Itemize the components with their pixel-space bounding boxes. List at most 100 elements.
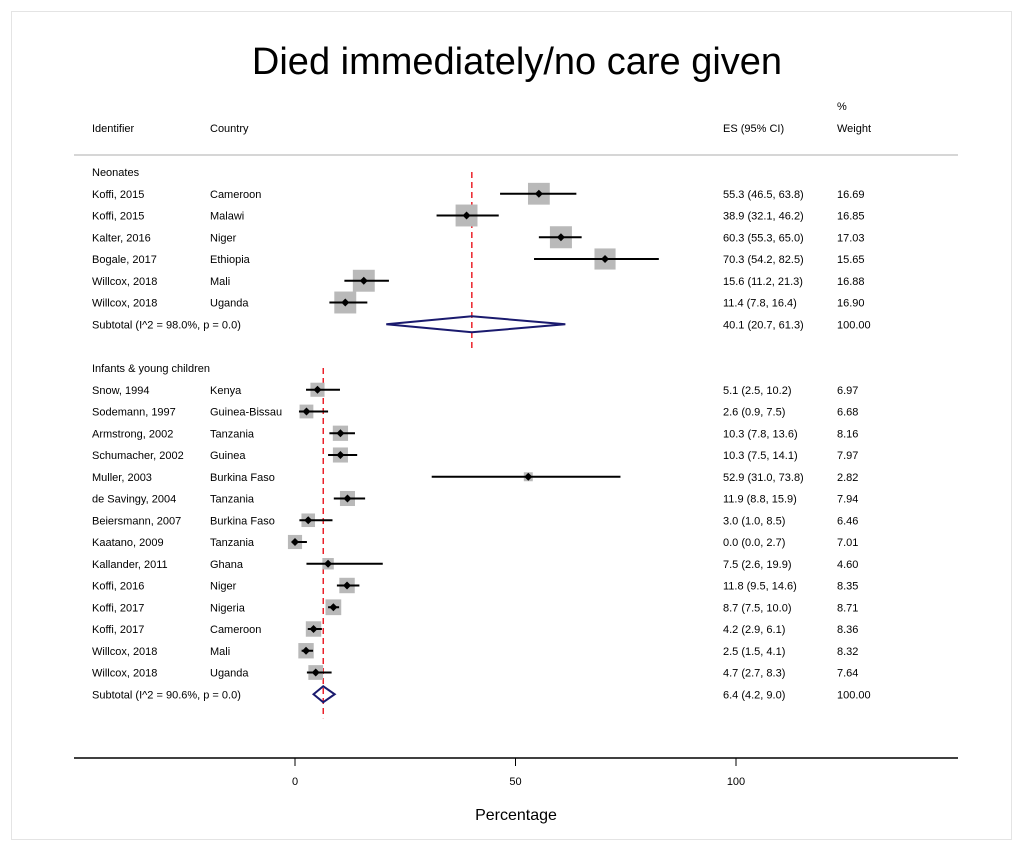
study-row: Kaatano, 2009 Tanzania 0.0 (0.0, 2.7) 7.01 [92, 534, 858, 550]
study-es-ci: 10.3 (7.8, 13.6) [723, 428, 798, 440]
group-label: Infants & young children [92, 363, 210, 375]
point-estimate [309, 625, 318, 633]
study-row: Schumacher, 2002 Guinea 10.3 (7.5, 14.1) 7.… [92, 447, 858, 463]
study-es-ci: 11.8 (9.5, 14.6) [723, 581, 797, 593]
study-country: Mali [210, 276, 230, 288]
point-estimate [359, 276, 368, 285]
study-country: Burkina Faso [210, 515, 275, 527]
study-row: Koffi, 2017 Nigeria 8.7 (7.5, 10.0) 8.71 [92, 599, 858, 616]
study-weight: 16.90 [837, 298, 865, 310]
study-es-ci: 2.5 (1.5, 4.1) [723, 646, 785, 658]
x-tick-label: 100 [727, 776, 745, 788]
study-weight: 6.68 [837, 407, 858, 419]
study-weight: 7.97 [837, 450, 858, 462]
study-row: Kalter, 2016 Niger 60.3 (55.3, 65.0) 17.03 [92, 226, 865, 249]
study-identifier: Willcox, 2018 [92, 276, 157, 288]
study-identifier: Kaatano, 2009 [92, 537, 164, 549]
point-estimate [302, 407, 311, 416]
study-country: Cameroon [210, 624, 261, 636]
pooled-estimate-lines [322, 172, 473, 719]
study-identifier: Koffi, 2017 [92, 602, 144, 614]
study-es-ci: 38.9 (32.1, 46.2) [723, 211, 804, 223]
study-rows: Neonates Koffi, 2015 Cameroon 55.3 (46.5, 6… [92, 167, 871, 704]
study-weight: 8.32 [837, 646, 858, 658]
study-identifier: Willcox, 2018 [92, 668, 157, 680]
point-estimate [304, 516, 313, 525]
study-es-ci: 2.6 (0.9, 7.5) [723, 407, 785, 419]
study-es-ci: 5.1 (2.5, 10.2) [723, 385, 792, 397]
study-country: Burkina Faso [210, 472, 275, 484]
study-es-ci: 70.3 (54.2, 82.5) [723, 254, 804, 266]
point-estimate [311, 668, 320, 677]
header-weight: Weight [837, 123, 871, 135]
study-identifier: Koffi, 2017 [92, 624, 144, 636]
point-estimate [341, 298, 350, 307]
study-country: Niger [210, 581, 237, 593]
study-es-ci: 60.3 (55.3, 65.0) [723, 232, 804, 244]
study-weight: 7.01 [837, 537, 858, 549]
point-estimate [329, 603, 338, 612]
point-estimate [601, 255, 610, 263]
study-identifier: Kallander, 2011 [92, 559, 168, 571]
study-row: Snow, 1994 Kenya 5.1 (2.5, 10.2) 6.97 [92, 382, 858, 397]
study-country: Uganda [210, 298, 249, 310]
study-identifier: Sodemann, 1997 [92, 407, 176, 419]
point-estimate [324, 559, 333, 568]
study-identifier: de Savingy, 2004 [92, 494, 176, 506]
study-country: Ethiopia [210, 254, 251, 266]
subtotal-row: Subtotal (I^2 = 98.0%, p = 0.0) 40.1 (20.… [92, 315, 871, 334]
study-row: Sodemann, 1997 Guinea-Bissau 2.6 (0.9, 7.5… [92, 404, 858, 419]
point-estimate [336, 429, 345, 438]
study-identifier: Muller, 2003 [92, 472, 152, 484]
study-country: Uganda [210, 668, 249, 680]
subtotal-row: Subtotal (I^2 = 90.6%, p = 0.0) 6.4 (4.2,… [92, 684, 871, 704]
study-row: Koffi, 2015 Malawi 38.9 (32.1, 46.2) 16.85 [92, 204, 865, 227]
study-country: Mali [210, 646, 230, 658]
study-weight: 16.85 [837, 211, 865, 223]
study-row: Armstrong, 2002 Tanzania 10.3 (7.8, 13.6) 8… [92, 425, 858, 441]
study-weight: 8.16 [837, 428, 858, 440]
study-weight: 7.94 [837, 494, 858, 506]
study-row: Koffi, 2015 Cameroon 55.3 (46.5, 63.8) 16.6… [92, 182, 865, 205]
x-axis-label: Percentage [475, 807, 557, 824]
study-identifier: Snow, 1994 [92, 385, 150, 397]
x-tick-label: 0 [292, 776, 298, 788]
study-identifier: Koffi, 2015 [92, 189, 144, 201]
point-estimate [336, 451, 345, 459]
study-es-ci: 0.0 (0.0, 2.7) [723, 537, 785, 549]
point-estimate [534, 189, 543, 198]
point-estimate [343, 581, 352, 590]
x-axis-ticks: 0 50 100 [292, 758, 745, 788]
point-estimate [302, 646, 311, 655]
point-estimate [556, 233, 565, 242]
study-identifier: Willcox, 2018 [92, 298, 157, 310]
study-row: Willcox, 2018 Uganda 11.4 (7.8, 16.4) 16.90 [92, 291, 865, 314]
study-row: Kallander, 2011 Ghana 7.5 (2.6, 19.9) 4.60 [92, 558, 858, 571]
study-country: Tanzania [210, 428, 255, 440]
study-es-ci: 7.5 (2.6, 19.9) [723, 559, 792, 571]
study-es-ci: 4.2 (2.9, 6.1) [723, 624, 785, 636]
header-identifier: Identifier [92, 123, 135, 135]
x-tick-label: 50 [509, 776, 521, 788]
study-row: Willcox, 2018 Uganda 4.7 (2.7, 8.3) 7.64 [92, 665, 858, 680]
group-label: Neonates [92, 167, 140, 179]
study-country: Malawi [210, 211, 244, 223]
subtotal-label: Subtotal (I^2 = 98.0%, p = 0.0) [92, 319, 241, 331]
study-row: Beiersmann, 2007 Burkina Faso 3.0 (1.0, 8.… [92, 513, 858, 527]
study-country: Ghana [210, 559, 244, 571]
pooled-diamond [386, 315, 566, 334]
study-weight: 6.97 [837, 385, 858, 397]
study-identifier: Schumacher, 2002 [92, 450, 184, 462]
point-estimate [291, 538, 299, 546]
study-identifier: Kalter, 2016 [92, 232, 151, 244]
study-row: Willcox, 2018 Mali 2.5 (1.5, 4.1) 8.32 [92, 643, 858, 659]
study-es-ci: 11.9 (8.8, 15.9) [723, 494, 797, 506]
study-row: Koffi, 2016 Niger 11.8 (9.5, 14.6) 8.35 [92, 577, 858, 594]
study-es-ci: 8.7 (7.5, 10.0) [723, 602, 792, 614]
study-weight: 8.35 [837, 581, 858, 593]
study-weight: 16.69 [837, 189, 865, 201]
study-country: Nigeria [210, 602, 246, 614]
study-country: Kenya [210, 385, 242, 397]
study-identifier: Koffi, 2015 [92, 211, 144, 223]
study-es-ci: 52.9 (31.0, 73.8) [723, 472, 804, 484]
